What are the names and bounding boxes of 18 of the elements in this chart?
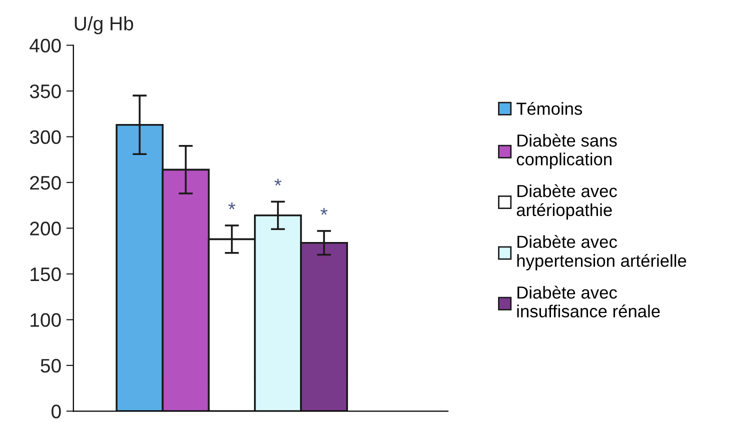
legend-label: Diabète avec hypertension artérielle	[517, 235, 686, 270]
y-tick-label: 250	[30, 176, 61, 190]
y-tick-label: 150	[30, 267, 61, 282]
legend-label: Diabète avec artériopathie	[516, 184, 617, 220]
legend-label: Témoins	[516, 102, 582, 115]
y-tick-label: 50	[40, 358, 61, 373]
y-tick-label: 350	[30, 84, 61, 98]
y-axis-title: U/g Hb	[74, 16, 134, 34]
data-label: *	[274, 178, 282, 186]
y-tick-label: 400	[30, 38, 61, 52]
legend-label: Diabète avec insuffisance rénale	[517, 286, 660, 318]
data-label: *	[320, 208, 328, 215]
y-tick-label: 300	[30, 130, 61, 144]
data-label: *	[228, 202, 236, 210]
y-tick-label: 200	[30, 222, 61, 236]
y-tick-label: 100	[30, 313, 61, 327]
legend-label: Diabète sans complication	[516, 134, 617, 169]
y-tick-label: 0	[52, 404, 61, 418]
